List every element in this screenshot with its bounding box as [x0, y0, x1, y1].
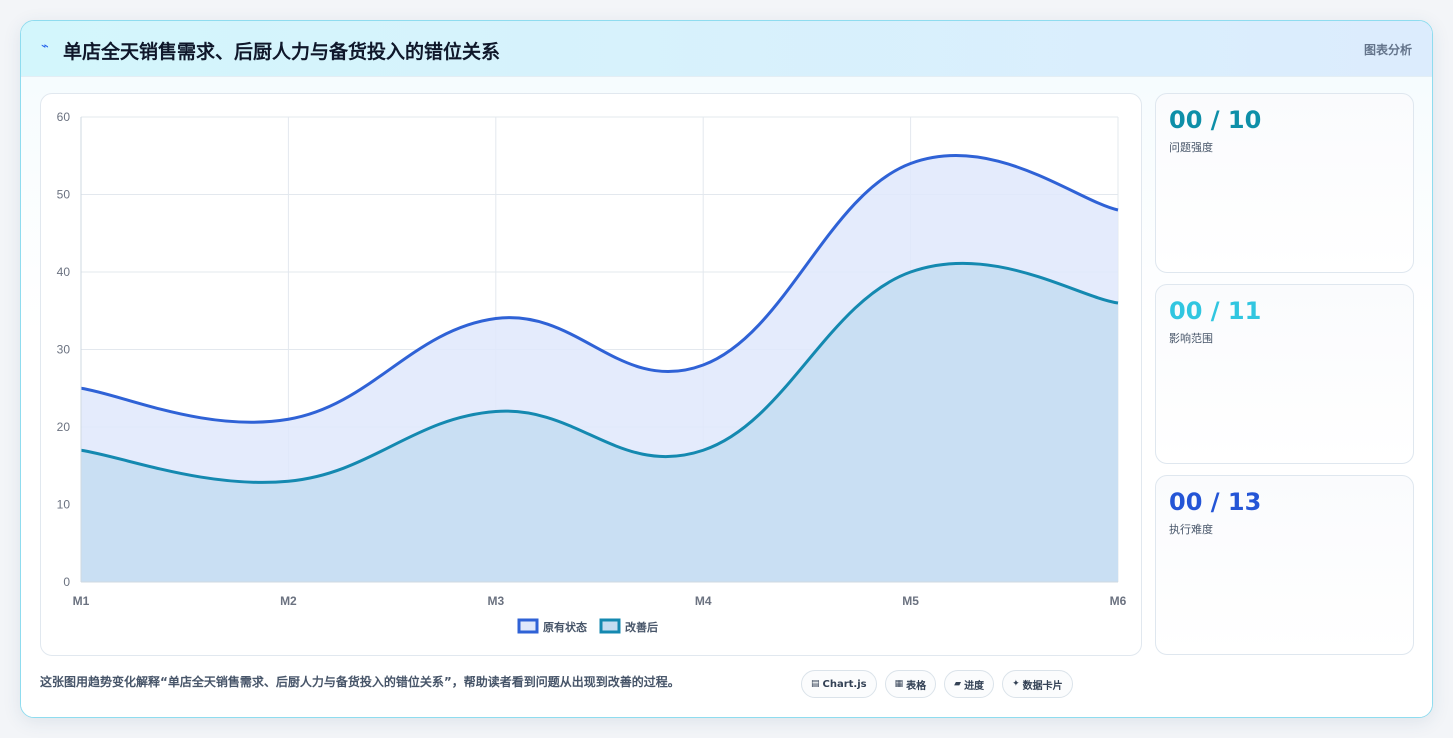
chip-table[interactable]: ▦ 表格 [884, 670, 937, 698]
stat-value: 00 / 10 [1169, 106, 1262, 134]
chip-data-card[interactable]: ✦ 数据卡片 [1002, 670, 1073, 698]
series-line-1 [80, 261, 1119, 484]
chip-label: 进度 [964, 680, 985, 692]
card-header: ⌁ 单店全天销售需求、后厨人力与备货投入的错位关系 图表分析 [21, 21, 1432, 77]
y-tick-label: 10 [57, 498, 71, 512]
y-tick-label: 60 [57, 110, 71, 124]
legend-swatch [517, 618, 539, 634]
sparkle-icon: ✦ [1012, 679, 1020, 689]
stat-card-intensity: 00 / 10 问题强度 [1155, 93, 1414, 273]
area-chart: 0 10 20 30 40 50 60 M1 M2 M3 M4 M5 M6 原有状态 改善后 [57, 110, 1127, 634]
y-tick-label: 30 [57, 343, 71, 357]
legend-swatch [599, 618, 621, 634]
x-tick-label: M3 [487, 594, 504, 608]
series-area-1 [81, 263, 1118, 582]
chart-description: 这张图用趋势变化解释“单店全天销售需求、后厨人力与备货投入的错位关系”，帮助读者… [40, 675, 680, 689]
x-tick-label: M2 [280, 594, 297, 608]
chip-label: 数据卡片 [1022, 680, 1063, 692]
stat-card-difficulty: 00 / 13 执行难度 [1155, 475, 1414, 655]
y-tick-label: 50 [57, 188, 71, 202]
legend-label: 改善后 [625, 620, 658, 634]
card-title: 单店全天销售需求、后厨人力与备货投入的错位关系 [63, 41, 501, 63]
x-tick-label: M4 [695, 594, 712, 608]
chip-label: 表格 [906, 680, 927, 692]
chart-line-icon: ⌁ [41, 39, 49, 54]
legend-label: 原有状态 [543, 620, 587, 634]
x-tick-label: M5 [902, 594, 919, 608]
table-icon: ▦ [894, 679, 904, 689]
y-tick-label: 20 [57, 420, 71, 434]
x-tick-label: M1 [73, 594, 90, 608]
chart-card: ⌁ 单店全天销售需求、后厨人力与备货投入的错位关系 图表分析 0 10 20 30 40… [20, 20, 1433, 718]
chip-progress[interactable]: ▰ 进度 [944, 670, 995, 698]
progress-icon: ▰ [954, 679, 962, 689]
y-tick-label: 0 [63, 575, 70, 589]
y-tick-label: 40 [57, 265, 71, 279]
stat-label: 问题强度 [1169, 141, 1213, 154]
chart-icon: ▤ [811, 679, 820, 689]
header-tag: 图表分析 [1363, 43, 1412, 57]
chart-panel: 0 10 20 30 40 50 60 M1 M2 M3 M4 M5 M6 原有状态 改善后 [40, 93, 1142, 656]
series-line-0 [80, 153, 1119, 424]
chip-chartjs[interactable]: ▤ Chart.js [801, 670, 877, 698]
stat-label: 影响范围 [1169, 332, 1213, 345]
stat-value: 00 / 13 [1169, 488, 1262, 516]
stat-card-scope: 00 / 11 影响范围 [1155, 284, 1414, 464]
stat-label: 执行难度 [1169, 523, 1213, 536]
chip-label: Chart.js [822, 678, 867, 690]
tech-chips: ▤ Chart.js ▦ 表格 ▰ 进度 ✦ 数据卡片 [801, 670, 1073, 698]
x-tick-label: M6 [1110, 594, 1127, 608]
stat-value: 00 / 11 [1169, 297, 1262, 325]
